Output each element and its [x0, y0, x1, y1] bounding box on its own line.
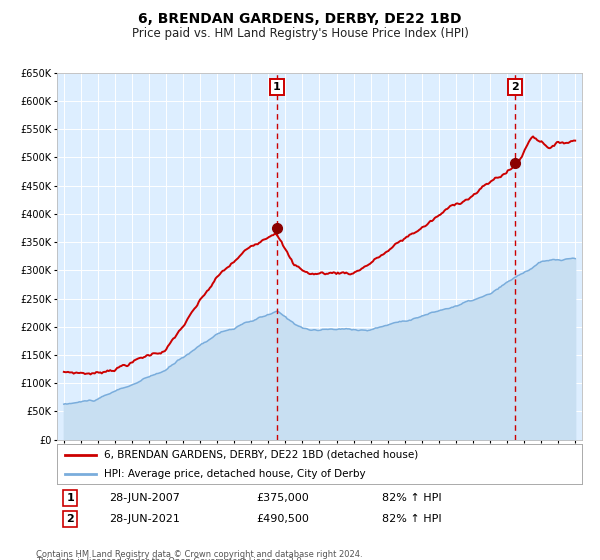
Text: 6, BRENDAN GARDENS, DERBY, DE22 1BD (detached house): 6, BRENDAN GARDENS, DERBY, DE22 1BD (det… [104, 450, 419, 460]
Text: 28-JUN-2021: 28-JUN-2021 [110, 515, 181, 524]
Text: Contains HM Land Registry data © Crown copyright and database right 2024.: Contains HM Land Registry data © Crown c… [36, 550, 362, 559]
Text: 82% ↑ HPI: 82% ↑ HPI [383, 515, 442, 524]
Text: £375,000: £375,000 [257, 493, 309, 503]
Text: 2: 2 [511, 82, 519, 92]
Text: £490,500: £490,500 [257, 515, 310, 524]
Text: This data is licensed under the Open Government Licence v3.0.: This data is licensed under the Open Gov… [36, 557, 304, 560]
Text: 1: 1 [273, 82, 281, 92]
Text: 28-JUN-2007: 28-JUN-2007 [110, 493, 181, 503]
Text: 1: 1 [66, 493, 74, 503]
Text: 2: 2 [66, 515, 74, 524]
Text: 6, BRENDAN GARDENS, DERBY, DE22 1BD: 6, BRENDAN GARDENS, DERBY, DE22 1BD [138, 12, 462, 26]
Text: Price paid vs. HM Land Registry's House Price Index (HPI): Price paid vs. HM Land Registry's House … [131, 27, 469, 40]
Text: 82% ↑ HPI: 82% ↑ HPI [383, 493, 442, 503]
Text: HPI: Average price, detached house, City of Derby: HPI: Average price, detached house, City… [104, 469, 366, 478]
